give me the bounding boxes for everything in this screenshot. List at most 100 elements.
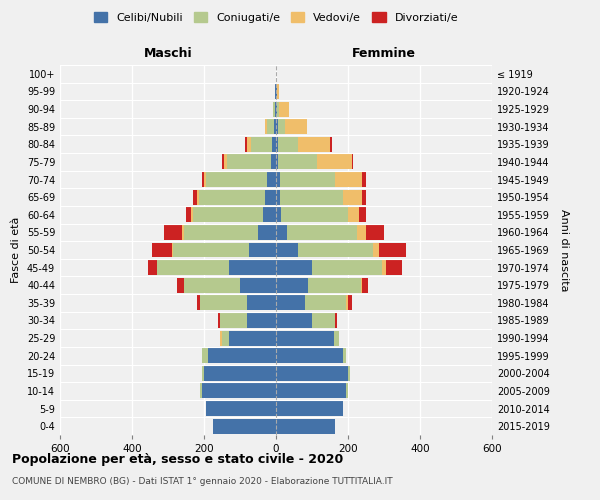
Bar xyxy=(193,190,197,204)
Bar xyxy=(348,366,350,381)
Bar xyxy=(278,119,285,134)
Bar xyxy=(277,102,278,116)
Bar xyxy=(276,84,277,99)
Bar xyxy=(220,330,222,345)
Bar xyxy=(276,313,312,328)
Bar xyxy=(275,84,276,99)
Bar xyxy=(312,313,335,328)
Bar xyxy=(202,366,204,381)
Bar xyxy=(274,119,276,134)
Bar xyxy=(267,119,274,134)
Bar xyxy=(280,172,335,187)
Bar xyxy=(366,225,384,240)
Bar xyxy=(208,348,276,363)
Legend: Celibi/Nubili, Coniugati/e, Vedovi/e, Divorziati/e: Celibi/Nubili, Coniugati/e, Vedovi/e, Di… xyxy=(89,8,463,28)
Bar xyxy=(281,208,348,222)
Y-axis label: Fasce di età: Fasce di età xyxy=(11,217,21,283)
Bar xyxy=(276,330,334,345)
Bar xyxy=(202,384,276,398)
Bar xyxy=(182,225,184,240)
Bar xyxy=(362,278,368,292)
Bar xyxy=(263,208,276,222)
Bar xyxy=(276,137,278,152)
Bar xyxy=(229,260,276,275)
Bar xyxy=(200,384,202,398)
Bar xyxy=(164,225,182,240)
Bar xyxy=(276,102,277,116)
Bar xyxy=(247,137,251,152)
Bar xyxy=(298,242,373,258)
Bar xyxy=(249,242,276,258)
Bar xyxy=(224,154,227,170)
Bar xyxy=(197,296,200,310)
Bar xyxy=(285,119,307,134)
Bar xyxy=(247,313,276,328)
Bar xyxy=(382,260,386,275)
Bar xyxy=(229,330,276,345)
Bar xyxy=(276,119,278,134)
Bar xyxy=(273,102,274,116)
Bar xyxy=(379,242,406,258)
Bar xyxy=(152,242,172,258)
Bar xyxy=(312,260,382,275)
Bar xyxy=(276,366,348,381)
Y-axis label: Anni di nascita: Anni di nascita xyxy=(559,209,569,291)
Bar xyxy=(197,190,199,204)
Bar xyxy=(386,260,402,275)
Bar xyxy=(276,208,281,222)
Text: Popolazione per età, sesso e stato civile - 2020: Popolazione per età, sesso e stato civil… xyxy=(12,452,343,466)
Bar xyxy=(361,278,362,292)
Bar xyxy=(287,225,357,240)
Bar xyxy=(199,190,265,204)
Bar xyxy=(240,278,276,292)
Bar xyxy=(277,84,278,99)
Bar xyxy=(172,242,173,258)
Bar xyxy=(148,260,157,275)
Bar xyxy=(305,296,346,310)
Bar xyxy=(204,366,276,381)
Bar xyxy=(177,278,184,292)
Bar xyxy=(276,384,346,398)
Text: Maschi: Maschi xyxy=(143,46,193,60)
Bar xyxy=(308,278,361,292)
Bar xyxy=(265,119,267,134)
Bar xyxy=(184,278,240,292)
Bar xyxy=(343,190,362,204)
Bar xyxy=(204,172,206,187)
Bar xyxy=(348,296,352,310)
Bar xyxy=(202,348,208,363)
Bar xyxy=(362,172,366,187)
Bar xyxy=(276,401,343,416)
Bar xyxy=(258,225,276,240)
Bar xyxy=(222,154,224,170)
Bar xyxy=(275,102,276,116)
Bar xyxy=(335,313,337,328)
Bar xyxy=(298,137,330,152)
Bar xyxy=(346,296,348,310)
Bar xyxy=(278,154,317,170)
Bar xyxy=(276,348,343,363)
Bar xyxy=(343,348,346,363)
Bar xyxy=(373,242,379,258)
Bar xyxy=(173,242,249,258)
Bar xyxy=(220,313,247,328)
Bar xyxy=(362,190,366,204)
Bar xyxy=(317,154,352,170)
Bar xyxy=(335,172,362,187)
Bar xyxy=(276,242,298,258)
Bar xyxy=(276,154,278,170)
Bar xyxy=(200,296,247,310)
Bar xyxy=(276,278,308,292)
Bar xyxy=(206,172,267,187)
Bar xyxy=(222,330,229,345)
Bar xyxy=(346,384,348,398)
Bar xyxy=(276,225,287,240)
Bar xyxy=(247,296,276,310)
Bar xyxy=(157,260,229,275)
Text: Femmine: Femmine xyxy=(352,46,416,60)
Bar xyxy=(191,208,193,222)
Bar xyxy=(334,330,339,345)
Bar xyxy=(271,154,276,170)
Bar xyxy=(227,154,271,170)
Bar xyxy=(202,172,204,187)
